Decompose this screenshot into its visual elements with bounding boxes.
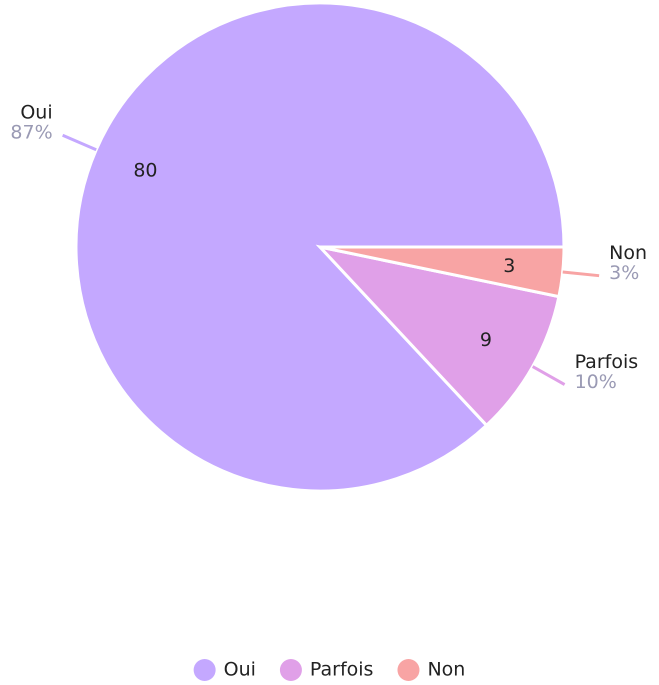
slice-percent: 10% (575, 371, 617, 393)
legend-marker (193, 659, 216, 681)
slice-percent: 87% (10, 122, 52, 144)
slice-name: Parfois (575, 351, 639, 373)
legend-marker (279, 659, 302, 681)
legend-label: Non (427, 659, 465, 681)
leader-line (62, 133, 97, 152)
leader-line (531, 365, 566, 386)
slice-name: Non (609, 242, 647, 264)
legend: Oui Parfois Non (193, 659, 465, 681)
data-label: 80 (133, 160, 157, 182)
slice-percent: 3% (609, 262, 639, 284)
leader-line (562, 270, 600, 278)
data-label: 9 (480, 329, 492, 351)
legend-label: Oui (224, 659, 256, 681)
legend-label: Parfois (310, 659, 374, 681)
slice-name: Oui (20, 102, 52, 124)
legend-marker (397, 659, 420, 681)
data-label: 3 (503, 255, 515, 277)
